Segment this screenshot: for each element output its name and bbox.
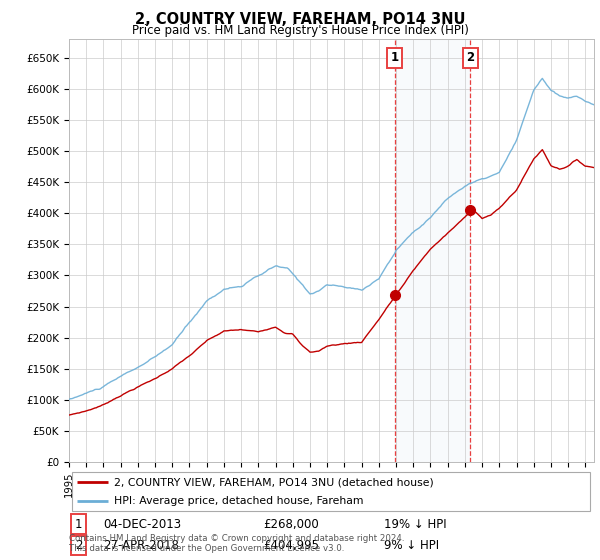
- Bar: [395, 39, 470, 462]
- Text: 27-APR-2018: 27-APR-2018: [103, 539, 179, 552]
- Text: 19% ↓ HPI: 19% ↓ HPI: [384, 517, 446, 531]
- Text: £268,000: £268,000: [263, 517, 319, 531]
- Text: 1: 1: [75, 517, 82, 531]
- Text: HPI: Average price, detached house, Fareham: HPI: Average price, detached house, Fare…: [113, 496, 363, 506]
- Text: 9% ↓ HPI: 9% ↓ HPI: [384, 539, 439, 552]
- Text: 1: 1: [391, 52, 399, 64]
- Text: 2: 2: [75, 539, 82, 552]
- Text: £404,995: £404,995: [263, 539, 319, 552]
- Text: 04-DEC-2013: 04-DEC-2013: [103, 517, 181, 531]
- Text: 2: 2: [466, 52, 475, 64]
- Text: 2, COUNTRY VIEW, FAREHAM, PO14 3NU (detached house): 2, COUNTRY VIEW, FAREHAM, PO14 3NU (deta…: [113, 477, 433, 487]
- Text: Contains HM Land Registry data © Crown copyright and database right 2024.
This d: Contains HM Land Registry data © Crown c…: [69, 534, 404, 553]
- Text: Price paid vs. HM Land Registry's House Price Index (HPI): Price paid vs. HM Land Registry's House …: [131, 24, 469, 37]
- FancyBboxPatch shape: [71, 472, 590, 511]
- Text: 2, COUNTRY VIEW, FAREHAM, PO14 3NU: 2, COUNTRY VIEW, FAREHAM, PO14 3NU: [135, 12, 465, 27]
